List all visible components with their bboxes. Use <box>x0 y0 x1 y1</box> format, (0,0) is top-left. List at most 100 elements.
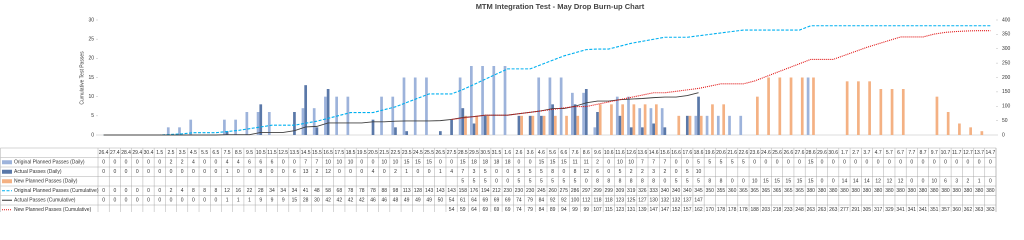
table-value: 0 <box>192 198 195 204</box>
table-value: 260 <box>548 188 557 194</box>
bar <box>517 115 521 135</box>
bar <box>728 115 731 135</box>
legend-label: Actual Passes (Daily) <box>14 169 62 175</box>
legend-swatch <box>2 169 12 174</box>
table-value: 5 <box>518 169 521 175</box>
table-value: 351 <box>930 207 939 212</box>
table-value: 0 <box>607 169 610 175</box>
table-value: 0 <box>529 160 532 166</box>
table-value: 0 <box>102 169 105 175</box>
x-tick-label: 21.5 <box>379 150 389 156</box>
x-tick-label: 16.6 <box>671 150 681 156</box>
table-value: 0 <box>922 179 925 185</box>
bar <box>326 89 330 135</box>
table-value: 28 <box>258 188 264 194</box>
bar <box>643 104 647 135</box>
legend-swatch <box>2 179 12 184</box>
bar <box>304 85 308 135</box>
bar <box>621 104 625 135</box>
table-value: 69 <box>494 207 500 212</box>
table-value: 3 <box>473 169 476 175</box>
table-value: 12 <box>875 179 881 185</box>
bar <box>879 89 883 135</box>
table-value: 363 <box>986 207 995 212</box>
table-value: 125 <box>627 198 636 204</box>
x-tick-label: 15.5 <box>312 150 322 156</box>
table-value: 230 <box>504 188 513 194</box>
table-value: 363 <box>975 207 984 212</box>
table-value: 41 <box>303 188 309 194</box>
table-value: 0 <box>989 160 992 166</box>
x-tick-label: 12.7 <box>963 150 973 156</box>
table-value: 0 <box>910 160 913 166</box>
table-value: 0 <box>113 198 116 204</box>
table-value: 8 <box>720 179 723 185</box>
table-value: 12 <box>325 169 331 175</box>
table-value: 79 <box>527 207 533 212</box>
table-value: 380 <box>975 188 984 194</box>
x-tick-label: 11.6 <box>615 150 625 156</box>
bar <box>638 108 642 135</box>
table-value: 99 <box>584 207 590 212</box>
x-tick-label: 1.7 <box>841 150 848 156</box>
table-value: 15 <box>292 198 298 204</box>
table-value: 1 <box>248 198 251 204</box>
table-value: 10 <box>696 169 702 175</box>
table-value: 6 <box>293 169 296 175</box>
table-value: 143 <box>447 188 456 194</box>
table-value: 69 <box>505 207 511 212</box>
table-value: 360 <box>953 207 962 212</box>
table-value: 0 <box>349 169 352 175</box>
table-value: 245 <box>537 188 546 194</box>
table-value: 10 <box>325 160 331 166</box>
x-tick-label: 26.6 <box>783 150 793 156</box>
table-value: 147 <box>694 198 703 204</box>
y-tick-label: 30 <box>88 17 94 23</box>
table-value: 34 <box>269 188 275 194</box>
table-value: 0 <box>147 160 150 166</box>
table-value: 8 <box>607 179 610 185</box>
table-value: 15 <box>460 160 466 166</box>
table-value: 15 <box>763 179 769 185</box>
table-value: 380 <box>874 188 883 194</box>
bar <box>565 115 568 135</box>
table-value: 16 <box>236 188 242 194</box>
x-tick-label: 5.5 <box>201 150 208 156</box>
table-value: 0 <box>731 179 734 185</box>
table-value: 0 <box>495 179 498 185</box>
table-value: 9 <box>259 198 262 204</box>
table-value: 230 <box>515 188 524 194</box>
table-value: 18 <box>494 160 500 166</box>
table-value: 0 <box>136 169 139 175</box>
table-value: 5 <box>473 179 476 185</box>
bar <box>324 96 327 135</box>
table-value: 162 <box>694 207 703 212</box>
table-value: 5 <box>461 179 464 185</box>
table-value: 0 <box>102 160 105 166</box>
table-value: 5 <box>742 160 745 166</box>
bar <box>890 89 894 135</box>
x-tick-label: 4.7 <box>875 150 882 156</box>
table-value: 22 <box>247 188 253 194</box>
table-value: 15 <box>774 179 780 185</box>
x-tick-label: 1.6 <box>504 150 511 156</box>
x-tick-label: 9.5 <box>246 150 253 156</box>
chart-title: MTM Integration Test - May Drop Burn-up … <box>476 2 645 11</box>
table-value: 0 <box>854 160 857 166</box>
table-value: 12 <box>584 169 590 175</box>
x-tick-label: 24.6 <box>761 150 771 156</box>
table-value: 0 <box>888 160 891 166</box>
table-value: 263 <box>818 207 827 212</box>
table-value: 0 <box>607 160 610 166</box>
x-tick-label: 26.5 <box>435 150 445 156</box>
table-value: 107 <box>593 207 602 212</box>
table-value: 329 <box>885 207 894 212</box>
table-value: 15 <box>539 160 545 166</box>
x-tick-label: 29.4 <box>132 150 142 156</box>
table-value: 1 <box>439 169 442 175</box>
y2-tick-label: 100 <box>1002 104 1011 110</box>
x-tick-label: 24.5 <box>413 150 423 156</box>
bar <box>632 104 636 135</box>
table-value: 49 <box>404 198 410 204</box>
table-value: 10 <box>752 179 758 185</box>
